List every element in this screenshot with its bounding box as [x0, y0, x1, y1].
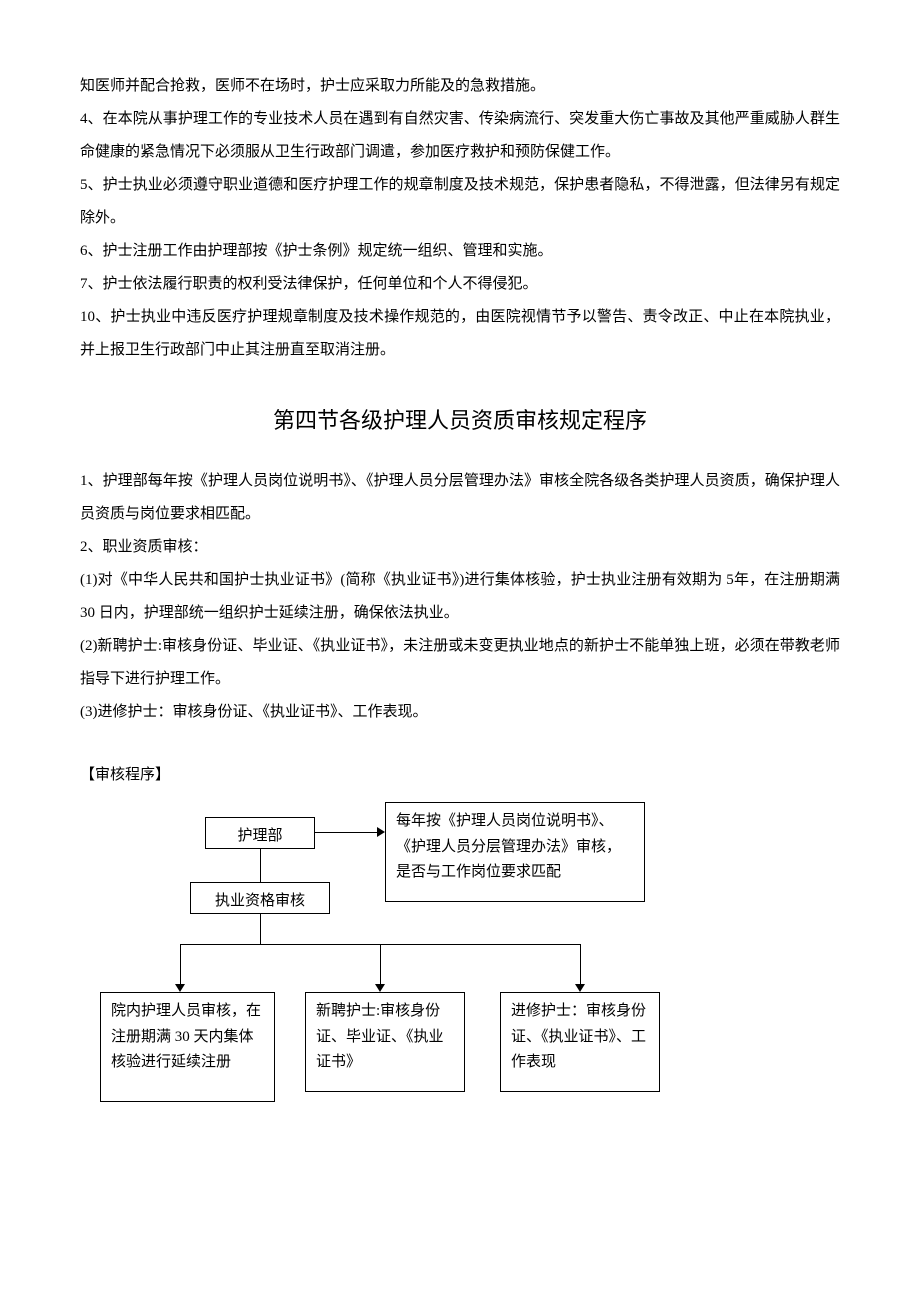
flowchart-line — [260, 849, 261, 882]
flowchart-arrow-icon — [377, 827, 385, 837]
flowchart-container: 护理部 每年按《护理人员岗位说明书》、《护理人员分层管理办法》审核，是否与工作岗… — [80, 802, 840, 1152]
flowchart-arrow-icon — [175, 984, 185, 992]
flowchart-node-training-nurse: 进修护士：审核身份证、《执业证书》、工作表现 — [500, 992, 660, 1092]
paragraph-item-5: 5、护士执业必须遵守职业道德和医疗护理工作的规章制度及技术规范，保护患者隐私，不… — [80, 169, 840, 235]
flowchart-node-nursing-dept: 护理部 — [205, 817, 315, 849]
section4-item-2-3: (3)进修护士：审核身份证、《执业证书》、工作表现。 — [80, 696, 840, 729]
section-4-title: 第四节各级护理人员资质审核规定程序 — [80, 397, 840, 445]
section4-item-2: 2、职业资质审核： — [80, 531, 840, 564]
flowchart-line — [180, 944, 181, 984]
flowchart-line — [315, 832, 377, 833]
flowchart-label: 【审核程序】 — [80, 759, 840, 792]
paragraph-item-4: 4、在本院从事护理工作的专业技术人员在遇到有自然灾害、传染病流行、突发重大伤亡事… — [80, 103, 840, 169]
flowchart-node-internal-staff: 院内护理人员审核，在注册期满 30 天内集体核验进行延续注册 — [100, 992, 275, 1102]
flowchart-arrow-icon — [575, 984, 585, 992]
flowchart-arrow-icon — [375, 984, 385, 992]
flowchart-node-new-hire: 新聘护士:审核身份证、毕业证、《执业证书》 — [305, 992, 465, 1092]
section4-item-2-2: (2)新聘护士:审核身份证、毕业证、《执业证书》，未注册或未变更执业地点的新护士… — [80, 630, 840, 696]
flowchart-node-qualification-review: 执业资格审核 — [190, 882, 330, 914]
paragraph-item-10: 10、护士执业中违反医疗护理规章制度及技术操作规范的，由医院视情节予以警告、责令… — [80, 301, 840, 367]
section4-item-2-1: (1)对《中华人民共和国护士执业证书》(简称《执业证书》)进行集体核验，护士执业… — [80, 564, 840, 630]
section4-item-1: 1、护理部每年按《护理人员岗位说明书》、《护理人员分层管理办法》审核全院各级各类… — [80, 465, 840, 531]
flowchart-node-annual-review: 每年按《护理人员岗位说明书》、《护理人员分层管理办法》审核，是否与工作岗位要求匹… — [385, 802, 645, 902]
flowchart-line — [380, 944, 381, 984]
flowchart-line — [580, 944, 581, 984]
paragraph-continuation: 知医师并配合抢救，医师不在场时，护士应采取力所能及的急救措施。 — [80, 70, 840, 103]
flowchart-line — [260, 914, 261, 944]
paragraph-item-7: 7、护士依法履行职责的权利受法律保护，任何单位和个人不得侵犯。 — [80, 268, 840, 301]
paragraph-item-6: 6、护士注册工作由护理部按《护士条例》规定统一组织、管理和实施。 — [80, 235, 840, 268]
